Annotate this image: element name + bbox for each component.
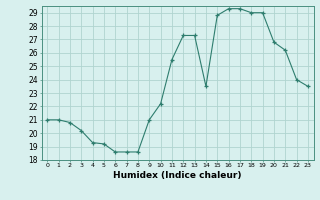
X-axis label: Humidex (Indice chaleur): Humidex (Indice chaleur): [113, 171, 242, 180]
